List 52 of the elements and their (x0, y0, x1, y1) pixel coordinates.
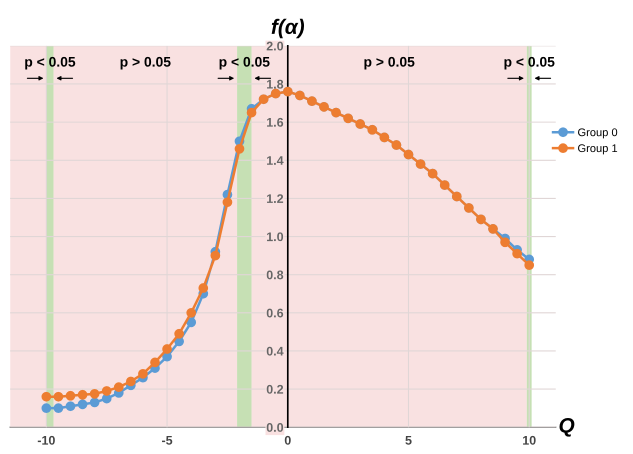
y-tick-label: 1.0 (267, 232, 284, 242)
point (186, 308, 196, 318)
point (66, 390, 76, 401)
point (126, 376, 136, 386)
x-tick-label: 0 (284, 436, 291, 445)
point (78, 390, 88, 400)
point (54, 403, 64, 414)
y-axis-title: f(α) (272, 18, 304, 38)
y-tick-label: 1.8 (267, 80, 284, 89)
point (174, 328, 184, 339)
y-tick-label: 1.2 (267, 194, 284, 203)
y-tick-label: 0.6 (266, 308, 284, 318)
legend-label: Group 1 (578, 144, 618, 154)
point (512, 248, 522, 259)
point (150, 358, 160, 368)
point (246, 108, 256, 118)
band-label: p < 0.05 (220, 56, 270, 70)
y-tick-label: 0.8 (266, 270, 284, 280)
point (41, 392, 52, 402)
point (78, 399, 88, 410)
point (500, 237, 510, 248)
point (222, 197, 232, 208)
point (90, 388, 100, 399)
x-tick-label: -10 (38, 436, 55, 445)
band-label: p > 0.05 (120, 56, 171, 70)
point (210, 250, 220, 260)
x-tick-label: 10 (523, 436, 536, 445)
point (162, 344, 172, 354)
y-tick-label: 0.0 (266, 423, 284, 432)
y-tick-label: 1.6 (267, 118, 284, 127)
x-tick-label: 5 (405, 436, 412, 445)
point (234, 144, 244, 154)
point (90, 398, 100, 408)
y-tick-label: 2.0 (266, 42, 284, 51)
point (186, 317, 196, 328)
point (41, 403, 52, 414)
point (524, 260, 534, 270)
y-tick-label: 0.4 (266, 346, 284, 356)
y-tick-label: 0.2 (266, 384, 284, 394)
band-label: p < 0.05 (25, 56, 76, 70)
band-label: p > 0.05 (364, 56, 414, 70)
point (114, 382, 124, 392)
point (54, 392, 64, 402)
band-label: p < 0.05 (504, 56, 554, 70)
point (198, 283, 208, 293)
point (138, 368, 148, 379)
point (102, 386, 112, 396)
y-tick-label: 1.4 (267, 156, 284, 165)
legend-label: Group 0 (578, 128, 618, 138)
x-tick-label: -5 (162, 436, 172, 445)
point (66, 401, 76, 412)
x-axis-title: Q (560, 418, 574, 437)
